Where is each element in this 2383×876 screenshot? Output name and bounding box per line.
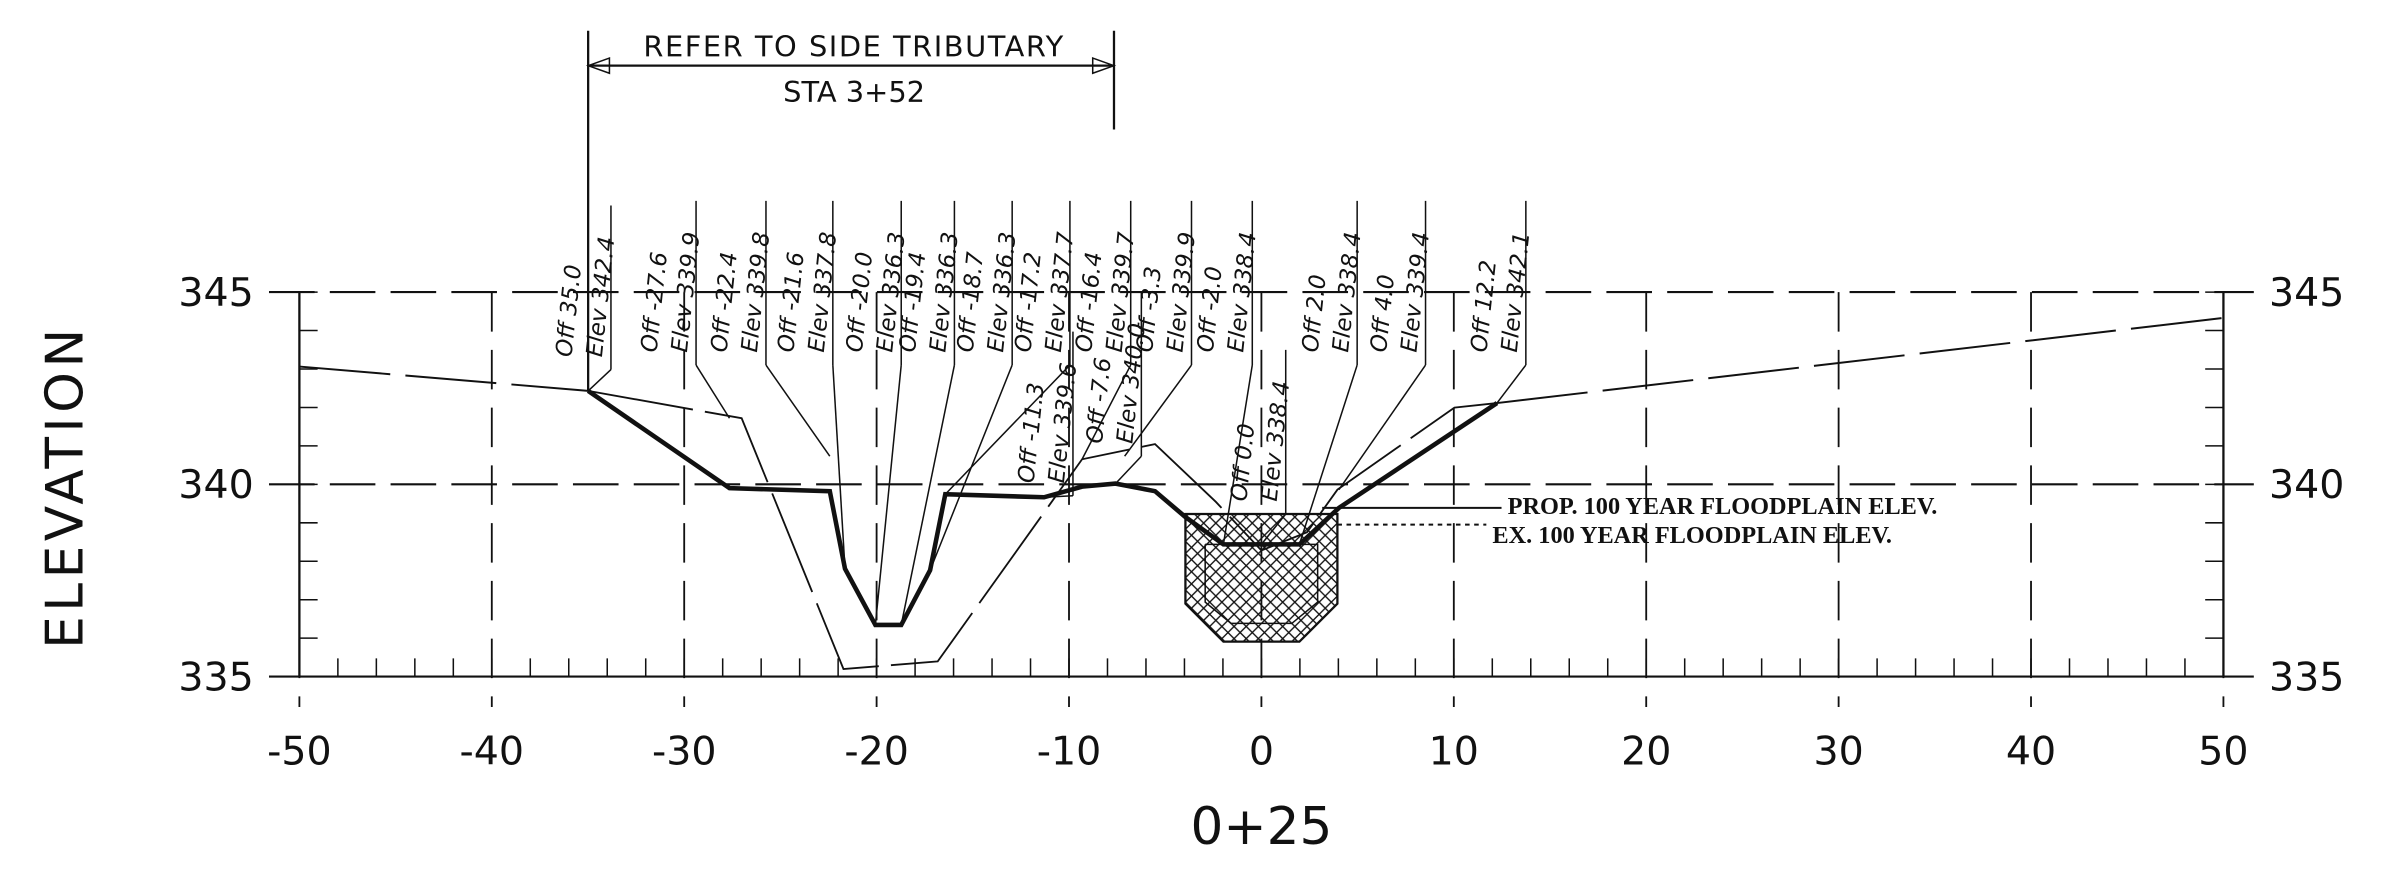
y-tick-label: 340 bbox=[2269, 462, 2344, 508]
x-tick-label: 40 bbox=[2006, 729, 2056, 775]
y-tick-label: 335 bbox=[2269, 654, 2344, 700]
arrow-head bbox=[585, 56, 1117, 75]
offset-label: Off -7.6 bbox=[1082, 356, 1117, 444]
existing-ground bbox=[1496, 316, 2224, 405]
offset-label: Off 2.0 bbox=[1298, 273, 1332, 353]
leader-line bbox=[874, 364, 902, 626]
y-tick-label: 345 bbox=[2269, 270, 2344, 316]
offset-label: Off -2.0 bbox=[1193, 265, 1228, 353]
x-tick-label: 50 bbox=[2198, 729, 2248, 775]
leader-line bbox=[900, 364, 956, 626]
leader-line bbox=[1114, 455, 1142, 485]
x-tick-label: -40 bbox=[460, 729, 525, 775]
y-axis-title: ELEVATION bbox=[35, 324, 95, 649]
existing-floodplain-label: EX. 100 YEAR FLOODPLAIN ELEV. bbox=[1492, 522, 1892, 549]
leader-line bbox=[944, 364, 1071, 495]
leader-line bbox=[695, 364, 731, 419]
x-tick-label: 20 bbox=[1621, 729, 1671, 775]
x-tick-label: 0 bbox=[1249, 729, 1274, 775]
leader-line bbox=[1298, 364, 1358, 545]
header-station: STA 3+52 bbox=[783, 75, 925, 109]
existing-ground bbox=[587, 389, 1498, 670]
leader-line bbox=[1044, 494, 1073, 499]
x-axis-title: 0+25 bbox=[1190, 797, 1332, 857]
leader-line bbox=[1222, 364, 1254, 545]
x-tick-label: -10 bbox=[1037, 729, 1102, 775]
offset-label: Off 4.0 bbox=[1366, 273, 1400, 353]
leader-line bbox=[765, 364, 831, 457]
y-tick-label: 340 bbox=[178, 462, 253, 508]
x-tick-label: 30 bbox=[1813, 729, 1863, 775]
x-tick-label: -30 bbox=[652, 729, 717, 775]
y-tick-label: 335 bbox=[178, 654, 253, 700]
x-tick-label: -20 bbox=[844, 729, 909, 775]
elevation-label: Elev 338.4 bbox=[1328, 231, 1366, 354]
x-tick-label: -50 bbox=[267, 729, 332, 775]
proposed-floodplain-label: PROP. 100 YEAR FLOODPLAIN ELEV. bbox=[1508, 493, 1938, 520]
leader-line bbox=[1260, 513, 1287, 545]
leader-line bbox=[587, 369, 612, 392]
leader-line bbox=[1496, 364, 1527, 404]
elevation-label: Elev 338.4 bbox=[1257, 380, 1295, 503]
leader-line bbox=[1124, 364, 1193, 457]
offset-label: Off 0.0 bbox=[1226, 422, 1260, 502]
offset-label: Off 35.0 bbox=[552, 264, 588, 359]
leader-line bbox=[832, 365, 846, 569]
header-note: REFER TO SIDE TRIBUTARY bbox=[643, 30, 1064, 64]
riprap-inner bbox=[1204, 543, 1319, 625]
offset-label: Off 12.2 bbox=[1466, 259, 1502, 354]
y-tick-label: 345 bbox=[178, 270, 253, 316]
existing-ground bbox=[299, 365, 589, 392]
x-tick-label: 10 bbox=[1429, 729, 1479, 775]
leader-line bbox=[1081, 364, 1132, 460]
leader-line bbox=[1338, 364, 1427, 491]
